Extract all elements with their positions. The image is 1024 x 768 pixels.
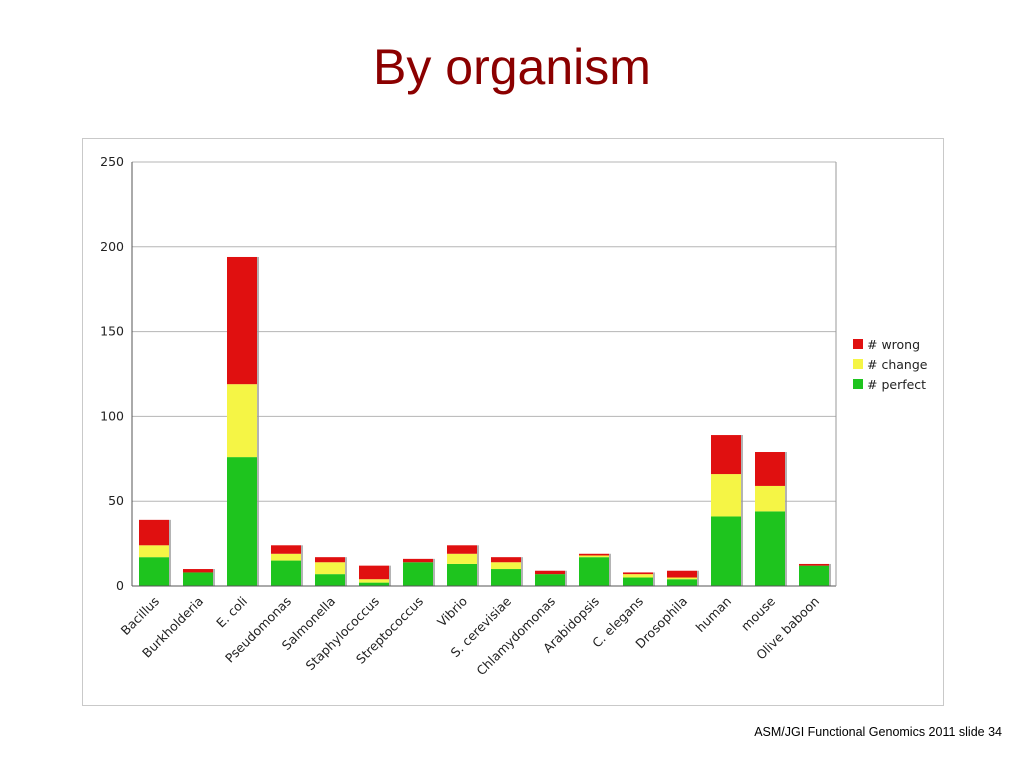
y-tick-label: 200 bbox=[100, 239, 124, 254]
bar-segment-perfect bbox=[315, 574, 345, 586]
bar-segment-change bbox=[755, 485, 785, 512]
slide-footer: ASM/JGI Functional Genomics 2011 slide 3… bbox=[754, 725, 1002, 739]
x-tick-label: human bbox=[693, 594, 734, 635]
bar-segment-perfect bbox=[139, 557, 169, 586]
x-tick-label: E. coli bbox=[213, 594, 250, 631]
legend-swatch bbox=[853, 359, 863, 369]
bar-segment-wrong bbox=[183, 569, 213, 573]
bar-segment-change bbox=[227, 384, 257, 458]
y-tick-label: 0 bbox=[116, 578, 124, 593]
bar-segment-wrong bbox=[623, 572, 653, 575]
legend-swatch bbox=[853, 339, 863, 349]
bar-segment-change bbox=[623, 574, 653, 578]
y-tick-label: 250 bbox=[100, 154, 124, 169]
bar-segment-perfect bbox=[579, 557, 609, 586]
bar-segment-change bbox=[711, 474, 741, 517]
legend-label: # change bbox=[867, 357, 928, 372]
bar-segment-change bbox=[667, 577, 697, 580]
bar-segment-wrong bbox=[799, 563, 829, 566]
bar-segment-perfect bbox=[183, 572, 213, 586]
bar-segment-wrong bbox=[227, 256, 257, 385]
bar-segment-wrong bbox=[271, 545, 301, 554]
bar-segment-change bbox=[139, 545, 169, 558]
legend-swatch bbox=[853, 379, 863, 389]
chart-frame: 0 50 100 150 200 250 Bacillus Burkholderia E. c… bbox=[82, 138, 944, 706]
x-tick-label: Chlamydomonas bbox=[473, 594, 558, 679]
bar-segment-perfect bbox=[799, 565, 829, 586]
bar-segment-perfect bbox=[403, 562, 433, 586]
bar-segment-wrong bbox=[403, 558, 433, 563]
bar-segment-wrong bbox=[491, 557, 521, 563]
bar-segment-perfect bbox=[491, 569, 521, 586]
slide-title: By organism bbox=[373, 39, 651, 95]
bar-segment-wrong bbox=[579, 553, 609, 556]
bar-segment-change bbox=[315, 562, 345, 575]
x-tick-label: Bacillus bbox=[118, 594, 163, 639]
bar-segment-wrong bbox=[315, 557, 345, 563]
bar-segment-perfect bbox=[623, 577, 653, 586]
bar-segment-wrong bbox=[139, 519, 169, 546]
axes bbox=[131, 162, 837, 587]
bar-segment-perfect bbox=[447, 563, 477, 586]
y-tick-label: 50 bbox=[108, 493, 124, 508]
y-tick-label: 150 bbox=[100, 324, 124, 339]
bar-segment-perfect bbox=[359, 582, 389, 586]
bar-segment-wrong bbox=[359, 565, 389, 580]
bar-segment-wrong bbox=[755, 452, 785, 486]
legend-label: # perfect bbox=[867, 377, 926, 392]
x-tick-label: Vibrio bbox=[434, 594, 470, 630]
legend-label: # wrong bbox=[867, 337, 920, 352]
bar-segment-perfect bbox=[667, 579, 697, 586]
bar-segment-change bbox=[447, 553, 477, 564]
y-axis-ticks: 0 50 100 150 200 250 bbox=[100, 154, 124, 593]
bar-segment-perfect bbox=[711, 516, 741, 586]
bar-segment-change bbox=[271, 553, 301, 561]
bar-segment-change bbox=[579, 555, 609, 558]
bar-segment-wrong bbox=[711, 435, 741, 475]
bar-segment-wrong bbox=[535, 570, 565, 575]
bar-segment-perfect bbox=[227, 457, 257, 586]
y-tick-label: 100 bbox=[100, 408, 124, 423]
bar-segment-wrong bbox=[447, 545, 477, 554]
legend: # wrong # change # perfect bbox=[853, 337, 928, 392]
bar-segment-perfect bbox=[271, 560, 301, 586]
bar-segment-wrong bbox=[667, 570, 697, 578]
bar-segment-perfect bbox=[535, 574, 565, 586]
x-tick-label: mouse bbox=[738, 593, 778, 633]
bar-segment-perfect bbox=[755, 511, 785, 586]
bar-segment-change bbox=[491, 562, 521, 570]
bar-segment-change bbox=[359, 579, 389, 583]
bars bbox=[139, 256, 831, 586]
